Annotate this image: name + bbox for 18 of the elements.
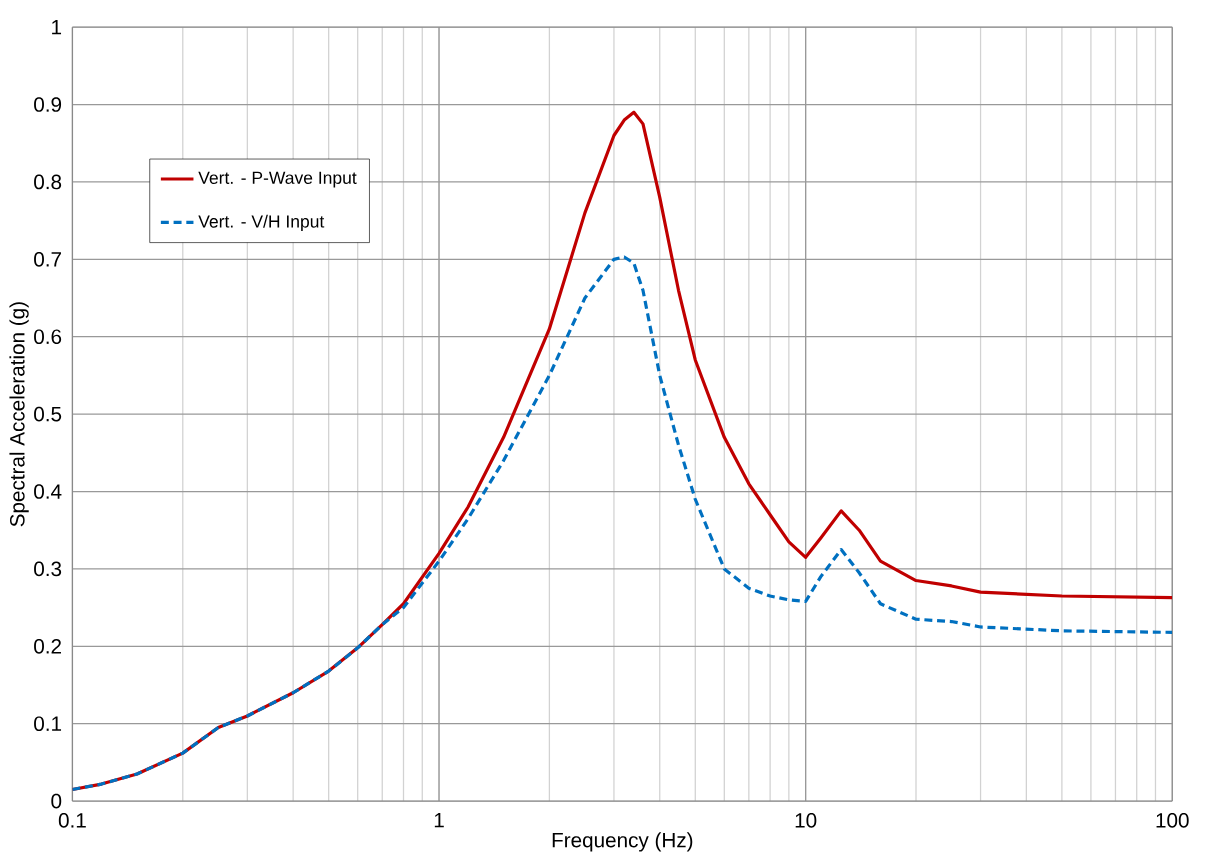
y-axis-title: Spectral Acceleration (g) [9,302,29,527]
y-tick-label: 0.3 [34,561,62,577]
y-tick-label: 0.6 [34,329,62,345]
legend-label: Vert. - V/H Input [198,214,325,232]
x-tick-label: 100 [1156,813,1189,828]
y-tick-label: 0.5 [34,406,62,422]
x-tick-label: 1 [434,813,444,828]
y-tick-label: 0.4 [34,484,62,499]
y-tick-label: 1 [52,20,62,35]
y-tick-label: 0.9 [34,97,62,112]
y-tick-label: 0.7 [34,252,61,267]
y-tick-label: 0 [51,793,62,809]
y-tick-label: 0.2 [34,639,61,654]
y-tick-label: 0.1 [34,716,62,732]
x-axis-title: Frequency (Hz) [552,832,693,852]
legend-label: Vert. - P-Wave Input [198,171,357,188]
y-tick-label: 0.8 [34,174,62,190]
x-tick-label: 10 [795,813,817,828]
